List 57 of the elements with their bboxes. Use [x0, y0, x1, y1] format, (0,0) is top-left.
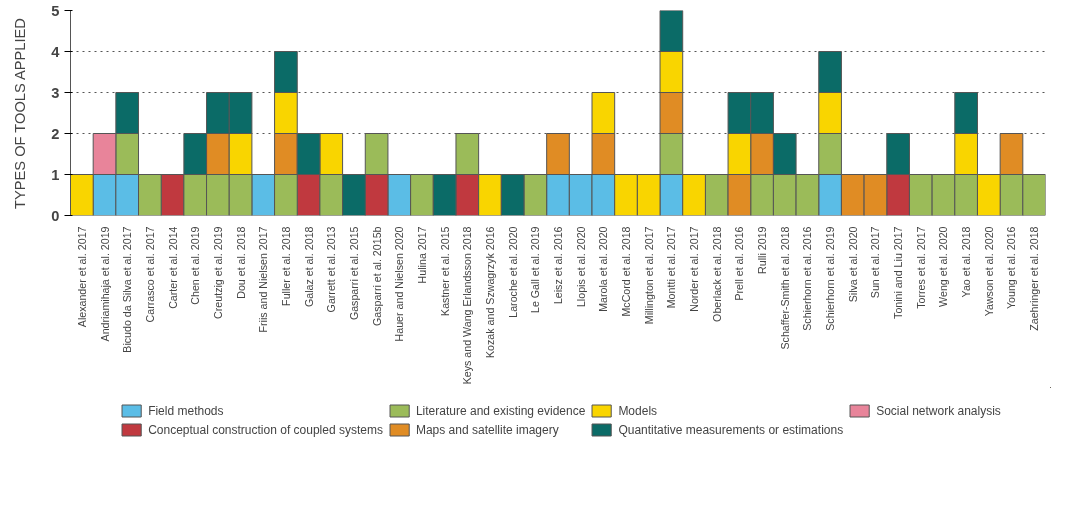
x-tick-label: Fuller et al. 2018 — [279, 226, 292, 306]
x-tick-label: Creutzig et al. 2019 — [211, 226, 224, 319]
legend-label: Quantitative measurements or estimations — [618, 422, 844, 437]
x-tick-label: Friis and Nielsen 2017 — [257, 226, 270, 333]
x-tick-label: Kozak and Szwagrzyk 2016 — [483, 226, 496, 358]
x-tick-label: Schierhorn et al. 2019 — [824, 226, 837, 331]
x-tick-label: Chen et al. 2019 — [189, 226, 202, 305]
legend-label: Conceptual construction of coupled systems — [148, 422, 383, 437]
x-tick-label: Gasparri et al. 2015b — [370, 226, 383, 327]
x-tick-label: McCord et al. 2018 — [620, 226, 633, 317]
x-tick-label: Andriamihaja et al. 2019 — [98, 226, 111, 342]
x-tick-label: Silva et al. 2020 — [846, 226, 859, 303]
x-tick-label: Garrett et al. 2013 — [325, 226, 338, 313]
x-tick-label: Alexander et al. 2017 — [75, 226, 88, 328]
y-tick-label: 4 — [51, 43, 61, 60]
legend-label: Models — [618, 403, 658, 418]
x-tick-label: Galaz et al. 2018 — [302, 226, 315, 308]
x-tick-label: Prell et al. 2016 — [733, 226, 746, 301]
y-tick-label: 0 — [51, 207, 60, 224]
x-tick-label: Gasparri et al. 2015 — [347, 226, 360, 321]
x-tick-label: Leisz et al. 2016 — [552, 226, 564, 305]
x-tick-label: Weng et al. 2020 — [937, 226, 950, 307]
x-tick-label: Carrasco et al. 2017 — [143, 226, 156, 323]
x-tick-label: Llopis et al. 2020 — [574, 226, 587, 308]
x-tick-label: Marola et al. 2020 — [597, 226, 610, 312]
x-tick-label: Laroche et al. 2020 — [506, 226, 519, 318]
x-tick-label: Tonini and Liu 2017 — [892, 226, 905, 319]
x-tick-label: Oberlack et al. 2018 — [710, 226, 723, 322]
legend-label: Field methods — [148, 403, 224, 418]
x-tick-label: Bicudo da Silva et al. 2017 — [121, 226, 134, 353]
x-tick-label: Young et al. 2016 — [1005, 226, 1018, 310]
x-tick-label: Schierhorn et al. 2016 — [801, 226, 814, 331]
legend-label: Maps and satellite imagery — [415, 422, 559, 437]
x-tick-label: Dou et al. 2018 — [234, 226, 247, 299]
y-tick-label: 1 — [51, 166, 60, 183]
x-tick-label: Montti et al. 2017 — [665, 226, 678, 309]
x-tick-label: Zaehringer et al. 2018 — [1028, 226, 1041, 331]
x-tick-label: Keys and Wang Erlandsson 2018 — [461, 226, 474, 385]
y-tick-label: 5 — [51, 2, 60, 19]
x-tick-label: Kastner et al. 2015 — [438, 226, 451, 316]
x-tick-label: Hauer and Nielsen 2020 — [393, 226, 406, 342]
y-tick-label: 2 — [51, 125, 60, 142]
x-tick-label: Millington et al. 2017 — [642, 226, 655, 325]
legend-label: Literature and existing evidence — [415, 403, 586, 418]
x-tick-label: Schaffer-Smith et al. 2018 — [778, 226, 791, 350]
y-tick-label: 3 — [51, 84, 60, 101]
x-tick-label: Norder et al. 2017 — [688, 226, 701, 312]
x-tick-label: Rulli 2019 — [756, 226, 769, 274]
x-tick-label: Torres et al. 2017 — [914, 226, 927, 309]
y-axis-title: TYPES OF TOOLS APPLIED — [12, 18, 29, 209]
x-tick-label: Yawson et al. 2020 — [982, 226, 995, 317]
legend-label: Social network analysis — [876, 403, 1001, 418]
x-tick-label: Le Gall et al. 2019 — [529, 226, 542, 313]
x-tick-label: Carter et al. 2014 — [166, 226, 179, 309]
x-tick-label: Yao et al. 2018 — [960, 226, 973, 298]
x-tick-label: Sun et al. 2017 — [869, 226, 882, 299]
x-tick-label: Hulina 2017 — [415, 226, 428, 284]
